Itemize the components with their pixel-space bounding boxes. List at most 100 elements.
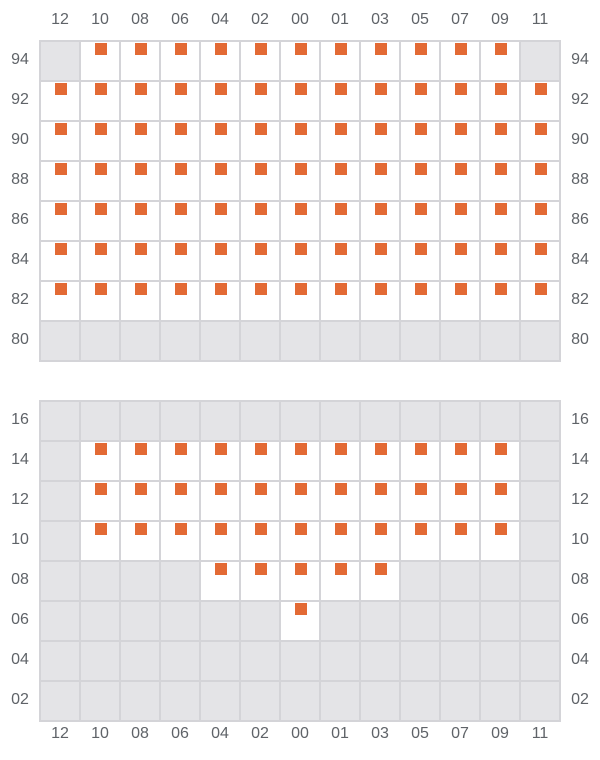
seat-available[interactable]: [320, 241, 360, 281]
seat-available[interactable]: [320, 481, 360, 521]
seat-available[interactable]: [360, 521, 400, 561]
seat-available[interactable]: [320, 41, 360, 81]
seat-available[interactable]: [400, 441, 440, 481]
seat-available[interactable]: [320, 561, 360, 601]
seat-available[interactable]: [120, 121, 160, 161]
seat-available[interactable]: [280, 521, 320, 561]
seat-available[interactable]: [160, 201, 200, 241]
seat-available[interactable]: [200, 481, 240, 521]
seat-available[interactable]: [240, 201, 280, 241]
seat-available[interactable]: [120, 481, 160, 521]
seat-available[interactable]: [360, 121, 400, 161]
seat-available[interactable]: [320, 201, 360, 241]
seat-available[interactable]: [160, 241, 200, 281]
seat-available[interactable]: [480, 41, 520, 81]
seat-available[interactable]: [440, 281, 480, 321]
seat-available[interactable]: [440, 81, 480, 121]
seat-available[interactable]: [120, 201, 160, 241]
seat-available[interactable]: [280, 161, 320, 201]
seat-available[interactable]: [280, 201, 320, 241]
seat-available[interactable]: [440, 41, 480, 81]
seat-available[interactable]: [440, 521, 480, 561]
seat-available[interactable]: [40, 281, 80, 321]
seat-available[interactable]: [240, 481, 280, 521]
seat-available[interactable]: [440, 441, 480, 481]
seat-available[interactable]: [280, 121, 320, 161]
seat-available[interactable]: [480, 201, 520, 241]
seat-available[interactable]: [200, 521, 240, 561]
seat-available[interactable]: [280, 241, 320, 281]
seat-available[interactable]: [80, 41, 120, 81]
seat-available[interactable]: [360, 81, 400, 121]
seat-available[interactable]: [280, 441, 320, 481]
seat-available[interactable]: [200, 241, 240, 281]
seat-available[interactable]: [80, 121, 120, 161]
seat-available[interactable]: [40, 81, 80, 121]
seat-available[interactable]: [120, 281, 160, 321]
seat-available[interactable]: [320, 281, 360, 321]
seat-available[interactable]: [200, 41, 240, 81]
seat-available[interactable]: [80, 481, 120, 521]
seat-available[interactable]: [240, 161, 280, 201]
seat-available[interactable]: [360, 161, 400, 201]
seat-available[interactable]: [480, 161, 520, 201]
seat-available[interactable]: [80, 441, 120, 481]
seat-available[interactable]: [40, 161, 80, 201]
seat-available[interactable]: [200, 161, 240, 201]
seat-available[interactable]: [400, 41, 440, 81]
seat-available[interactable]: [80, 241, 120, 281]
seat-available[interactable]: [40, 121, 80, 161]
seat-available[interactable]: [240, 41, 280, 81]
seat-available[interactable]: [40, 201, 80, 241]
seat-available[interactable]: [200, 441, 240, 481]
seat-available[interactable]: [400, 81, 440, 121]
seat-available[interactable]: [480, 441, 520, 481]
seat-available[interactable]: [520, 121, 560, 161]
seat-available[interactable]: [160, 161, 200, 201]
seat-available[interactable]: [520, 81, 560, 121]
seat-available[interactable]: [320, 121, 360, 161]
seat-available[interactable]: [440, 121, 480, 161]
seat-available[interactable]: [480, 521, 520, 561]
seat-available[interactable]: [480, 281, 520, 321]
seat-available[interactable]: [80, 281, 120, 321]
seat-available[interactable]: [280, 561, 320, 601]
seat-available[interactable]: [400, 121, 440, 161]
seat-available[interactable]: [440, 481, 480, 521]
seat-available[interactable]: [160, 521, 200, 561]
seat-available[interactable]: [480, 481, 520, 521]
seat-available[interactable]: [160, 121, 200, 161]
seat-available[interactable]: [440, 241, 480, 281]
seat-available[interactable]: [280, 281, 320, 321]
seat-available[interactable]: [400, 281, 440, 321]
seat-available[interactable]: [520, 281, 560, 321]
seat-available[interactable]: [480, 241, 520, 281]
seat-available[interactable]: [280, 481, 320, 521]
seat-available[interactable]: [80, 521, 120, 561]
seat-available[interactable]: [280, 601, 320, 641]
seat-available[interactable]: [200, 281, 240, 321]
seat-available[interactable]: [400, 161, 440, 201]
seat-available[interactable]: [80, 161, 120, 201]
seat-available[interactable]: [360, 561, 400, 601]
seat-available[interactable]: [240, 81, 280, 121]
seat-available[interactable]: [160, 41, 200, 81]
seat-available[interactable]: [240, 121, 280, 161]
seat-available[interactable]: [400, 481, 440, 521]
seat-available[interactable]: [440, 201, 480, 241]
seat-available[interactable]: [520, 201, 560, 241]
seat-available[interactable]: [360, 481, 400, 521]
seat-available[interactable]: [120, 441, 160, 481]
seat-available[interactable]: [240, 561, 280, 601]
seat-available[interactable]: [200, 201, 240, 241]
seat-available[interactable]: [520, 161, 560, 201]
seat-available[interactable]: [320, 441, 360, 481]
seat-available[interactable]: [200, 561, 240, 601]
seat-available[interactable]: [160, 281, 200, 321]
seat-available[interactable]: [320, 521, 360, 561]
seat-available[interactable]: [520, 241, 560, 281]
seat-available[interactable]: [120, 81, 160, 121]
seat-available[interactable]: [320, 81, 360, 121]
seat-available[interactable]: [160, 81, 200, 121]
seat-available[interactable]: [200, 121, 240, 161]
